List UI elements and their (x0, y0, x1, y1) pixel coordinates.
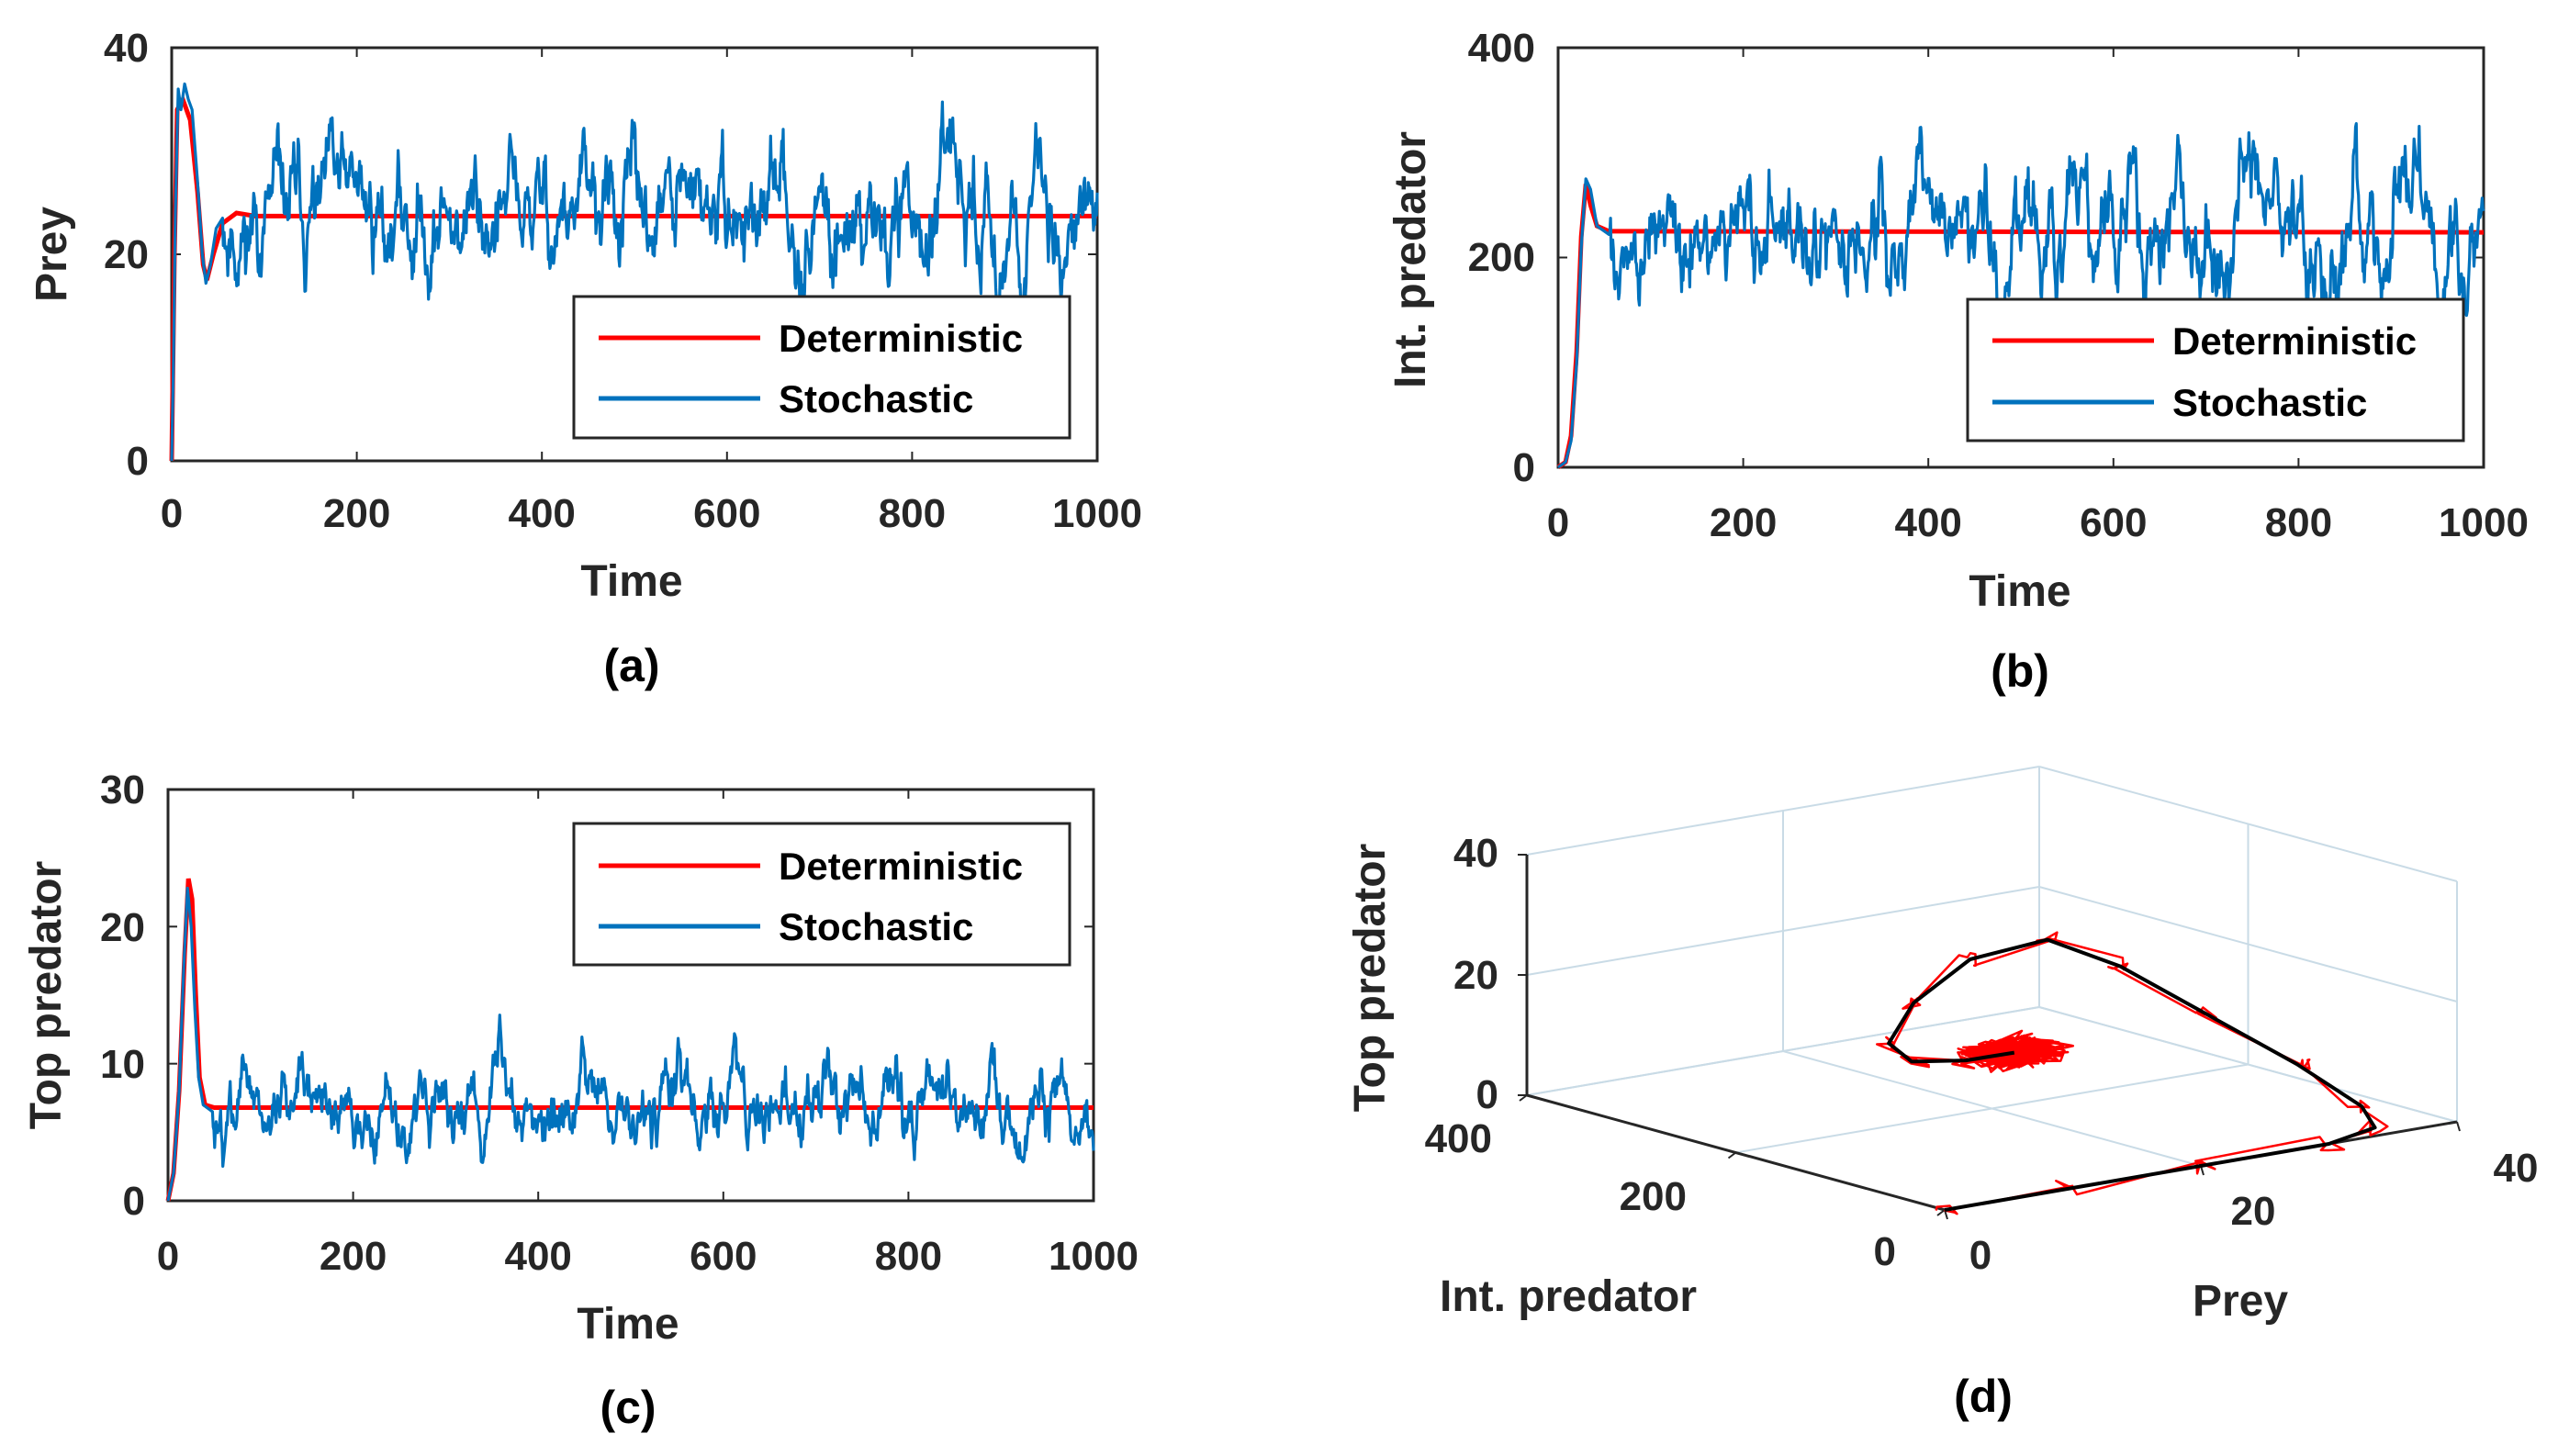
panel-c-legend-stochastic-label: Stochastic (779, 905, 973, 948)
panel-b-ytick-label: 0 (1513, 445, 1535, 490)
panel-d-ytick-label: 400 (1425, 1116, 1492, 1161)
panel-c-stochastic-line (166, 886, 1095, 1202)
panel-b: 0 200 400 0 200 400 600 800 1000 Time In… (1386, 26, 2529, 697)
panel-a-series (169, 82, 1099, 462)
panel-d-ytick (1519, 1094, 1528, 1102)
panel-c-ytick-label: 0 (123, 1179, 145, 1224)
panel-c-xlabel: Time (577, 1300, 679, 1349)
panel-d-zlabel: Top predator (1346, 844, 1395, 1112)
panel-d-xtick-label: 40 (2494, 1146, 2539, 1191)
panel-d-gridline (1735, 1063, 2249, 1154)
panel-a-legend-stochastic-label: Stochastic (779, 377, 973, 420)
panel-a-xtick-label: 1000 (1052, 491, 1142, 536)
panel-d-deterministic-trajectory (1887, 937, 2377, 1212)
panel-a-xtick-label: 800 (879, 491, 946, 536)
panel-a-ylabel: Prey (28, 207, 76, 302)
panel-a-xtick-label: 0 (161, 491, 183, 536)
panel-b-legend-stochastic-label: Stochastic (2172, 381, 2367, 424)
panel-c-ticks (167, 789, 1094, 1202)
panel-b-ticks (1557, 47, 2485, 468)
panel-c-ytick-label: 20 (100, 905, 145, 950)
panel-d-ztick-label: 0 (1476, 1072, 1498, 1117)
panel-c-xtick-label: 800 (875, 1234, 942, 1279)
panel-c-ytick-label: 10 (100, 1042, 145, 1087)
panel-a-label: (a) (603, 640, 659, 691)
panel-a-ytick-label: 20 (104, 232, 149, 277)
panel-d-ytick-label: 0 (1874, 1229, 1896, 1274)
panel-d-ytick (1727, 1151, 1737, 1159)
panel-c: 0 10 20 30 0 200 400 600 800 1000 Time T… (22, 767, 1139, 1433)
panel-d-xtick-label: 0 (1969, 1233, 1991, 1278)
panel-d-xlabel: Prey (2193, 1277, 2288, 1326)
panel-c-xtick-label: 0 (157, 1234, 179, 1279)
panel-b-ytick-label: 400 (1468, 26, 1535, 71)
panel-d-ytick-label: 200 (1620, 1174, 1687, 1219)
panel-a-legend-deterministic-label: Deterministic (779, 317, 1023, 360)
panel-b-xtick-label: 600 (2080, 500, 2147, 545)
panel-a-ytick-label: 40 (104, 26, 149, 71)
panel-c-ylabel: Top predator (22, 861, 71, 1129)
panel-d-ztick-label: 40 (1453, 831, 1498, 876)
panel-c-label: (c) (600, 1382, 656, 1433)
panel-b-xtick-label: 800 (2265, 500, 2332, 545)
panel-c-legend-box (572, 822, 1071, 967)
panel-d-label: (d) (1954, 1371, 2013, 1422)
panel-a: 0 20 40 0 200 400 600 800 1000 Time Prey… (28, 26, 1142, 691)
panel-c-xtick-label: 1000 (1049, 1234, 1139, 1279)
panel-c-xtick-label: 200 (320, 1234, 387, 1279)
panel-b-legend-box (1966, 297, 2465, 442)
panel-d-gridline (1526, 1006, 2040, 1096)
panel-b-xtick-label: 200 (1710, 500, 1777, 545)
panel-a-xlabel: Time (580, 557, 682, 606)
panel-c-ytick-label: 30 (100, 767, 145, 812)
panel-b-label: (b) (1991, 645, 2049, 697)
panel-a-xtick-label: 200 (323, 491, 390, 536)
panel-c-xtick-label: 600 (690, 1234, 757, 1279)
panel-d-ztick-label: 20 (1453, 953, 1498, 998)
panel-d-grid (1518, 766, 2461, 1220)
panel-a-legend-box (572, 295, 1071, 440)
panel-b-xtick-label: 400 (1894, 500, 1961, 545)
panel-d-stochastic-trajectory (1875, 931, 2389, 1215)
panel-a-xtick-label: 600 (693, 491, 760, 536)
panel-d-ytick (1936, 1209, 1946, 1216)
panel-c-xtick-label: 400 (504, 1234, 571, 1279)
panel-b-stochastic-line (1557, 122, 2485, 469)
panel-c-series (165, 878, 1095, 1202)
panel-b-legend: Deterministic Stochastic (1966, 297, 2465, 442)
panel-d-ylabel: Int. predator (1440, 1272, 1697, 1321)
panel-b-series (1556, 122, 2485, 470)
panel-c-legend: Deterministic Stochastic (572, 822, 1071, 967)
panel-a-stochastic-line (170, 82, 1099, 462)
panel-a-xtick-label: 400 (508, 491, 575, 536)
panel-b-xlabel: Time (1969, 567, 2070, 616)
panel-d: 0 20 40 0 200 400 0 20 40 Prey Int. pred… (1346, 766, 2539, 1422)
panel-a-ytick-label: 0 (127, 439, 149, 484)
panel-b-ylabel: Int. predator (1386, 131, 1435, 388)
panel-b-xtick-label: 0 (1547, 500, 1569, 545)
panel-b-xtick-label: 1000 (2439, 500, 2529, 545)
panel-c-legend-deterministic-label: Deterministic (779, 845, 1023, 888)
panel-d-xtick-label: 20 (2231, 1189, 2276, 1234)
panel-d-series (1875, 931, 2389, 1215)
panel-b-legend-deterministic-label: Deterministic (2172, 319, 2417, 363)
panel-d-xtick (2456, 1121, 2461, 1132)
panel-b-ytick-label: 200 (1468, 235, 1535, 280)
panel-a-legend: Deterministic Stochastic (572, 295, 1071, 440)
